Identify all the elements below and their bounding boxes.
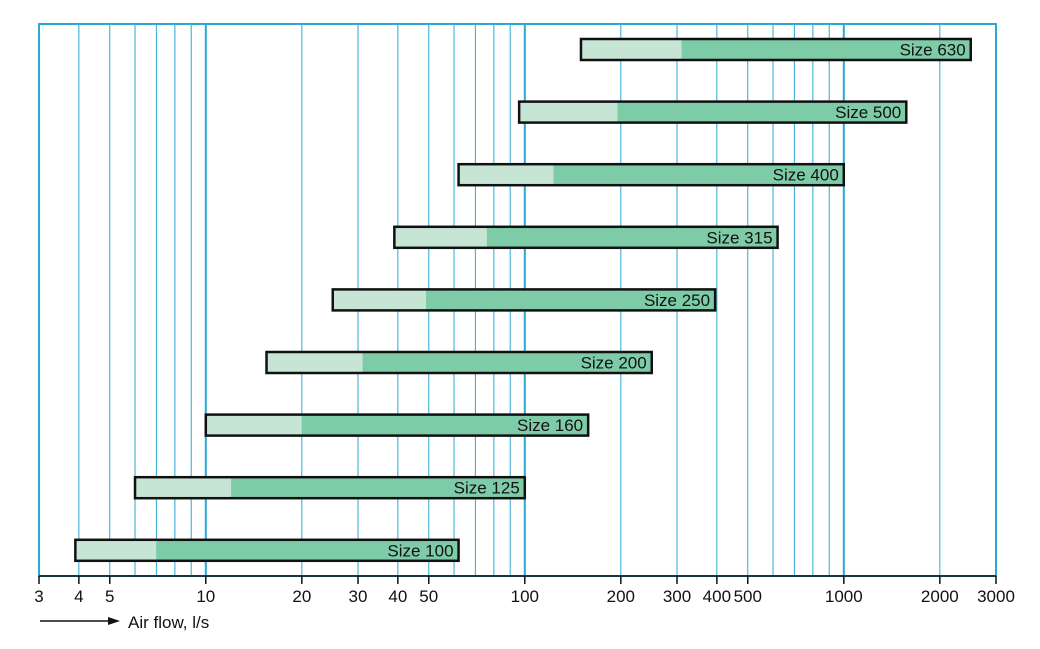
x-tick-label: 2000 xyxy=(921,587,959,606)
x-axis-title: Air flow, l/s xyxy=(128,613,209,632)
bar-dark-segment xyxy=(681,39,971,60)
bar-outline xyxy=(204,413,590,437)
x-tick-label: 300 xyxy=(663,587,691,606)
bar-dark-segment xyxy=(486,226,778,248)
x-tick-label: 50 xyxy=(419,587,438,606)
bar-outline xyxy=(517,100,908,124)
bar-light-segment xyxy=(394,226,487,248)
x-tick-label: 3000 xyxy=(977,587,1015,606)
bar-light-segment xyxy=(135,477,232,499)
bar-outline xyxy=(265,350,653,375)
bar-label: Size 630 xyxy=(900,41,966,60)
x-tick-label: 500 xyxy=(734,587,762,606)
x-axis-title-group: Air flow, l/s xyxy=(40,613,209,632)
x-axis-ticks: 3 4 5 10 20 30 40 50 100 200 300 400 500 1000 2000 3000 xyxy=(34,575,1015,606)
bar-dark-segment xyxy=(301,414,589,436)
bar-dark-segment xyxy=(362,352,652,373)
x-tick-label: 5 xyxy=(105,587,114,606)
bar-label: Size 125 xyxy=(454,479,520,498)
bar-light-segment xyxy=(205,414,302,436)
bar-dark-segment xyxy=(156,539,459,561)
bar-light-segment xyxy=(519,101,618,123)
x-tick-label: 200 xyxy=(607,587,635,606)
x-tick-label: 100 xyxy=(511,587,539,606)
size-bar: Size 160 xyxy=(204,413,590,437)
bar-label: Size 400 xyxy=(773,166,839,185)
bar-label: Size 160 xyxy=(517,416,583,435)
size-bar: Size 400 xyxy=(457,162,846,187)
x-tick-label: 10 xyxy=(196,587,215,606)
size-bar: Size 630 xyxy=(579,37,972,62)
bar-light-segment xyxy=(332,289,426,311)
bar-dark-segment xyxy=(553,164,844,186)
x-tick-label: 40 xyxy=(388,587,407,606)
bar-light-segment xyxy=(458,164,554,186)
arrow-head-icon xyxy=(108,617,120,625)
bar-dark-segment xyxy=(425,289,716,311)
bar-label: Size 500 xyxy=(835,103,901,122)
bar-label: Size 315 xyxy=(706,228,772,247)
bar-outline xyxy=(331,288,717,312)
size-bar: Size 100 xyxy=(74,538,460,563)
size-bar: Size 200 xyxy=(265,350,653,375)
bar-light-segment xyxy=(580,39,682,60)
x-tick-label: 3 xyxy=(34,587,43,606)
bar-dark-segment xyxy=(231,477,525,499)
x-tick-label: 30 xyxy=(349,587,368,606)
bar-outline xyxy=(457,162,846,187)
bar-label: Size 250 xyxy=(644,291,710,310)
x-tick-label: 1000 xyxy=(825,587,863,606)
x-tick-label: 4 xyxy=(74,587,83,606)
size-bar: Size 250 xyxy=(331,288,717,312)
bar-outline xyxy=(579,37,972,62)
bar-light-segment xyxy=(266,352,363,373)
x-tick-label: 20 xyxy=(292,587,311,606)
size-bars: Size 630 Size 500 Size 400 Size 315 Size 250… xyxy=(74,37,972,563)
bar-outline xyxy=(393,225,779,250)
bar-outline xyxy=(133,475,527,500)
bar-outline xyxy=(74,538,460,563)
size-bar: Size 125 xyxy=(133,475,527,500)
bar-label: Size 100 xyxy=(387,541,453,560)
x-tick-label: 400 xyxy=(703,587,731,606)
bar-dark-segment xyxy=(617,101,907,123)
size-bar: Size 500 xyxy=(517,100,908,124)
size-bar: Size 315 xyxy=(393,225,779,250)
bar-light-segment xyxy=(75,539,157,561)
bar-label: Size 200 xyxy=(581,354,647,373)
